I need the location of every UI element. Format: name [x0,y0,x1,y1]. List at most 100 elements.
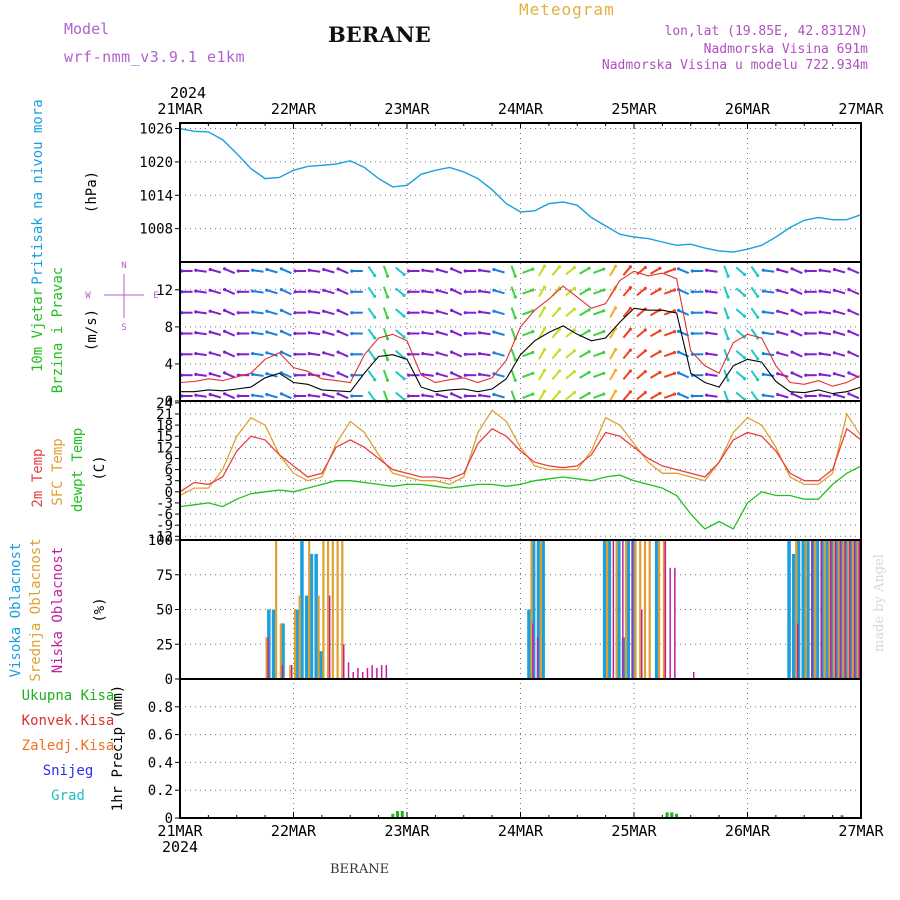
wind-arrow [538,349,546,360]
wind-arrow-head [705,352,709,356]
wind-arrow [834,393,846,399]
year-label-top: 2024 [170,84,206,102]
wind-arrow [493,289,505,295]
wind-arrow-head [407,352,411,356]
wind-arrow [551,328,561,339]
elevation-label: Nadmorska Visina 691m [703,42,868,57]
wind-arrow-head [421,289,425,293]
cloud-bar-low [347,662,350,679]
wind-arrow-head [421,310,425,314]
wind-arrow-head [628,390,633,394]
cloud-bar-low [362,672,364,679]
wind-arrow-head [265,309,269,313]
wind-arrow-head [307,352,311,356]
compass-east: E [153,291,158,301]
wind-arrow-head [628,286,633,290]
wind-arrow [395,370,405,380]
wind-arrow-head [726,337,730,341]
wind-arrow-head [350,394,354,398]
y-tick-label: 1026 [139,122,173,138]
cloud-bar-high [271,609,276,679]
wind-arrow [522,268,534,274]
panel-frame-precipitation [179,678,862,819]
cloud-bar-mid [847,540,850,679]
wind-arrow [493,393,505,399]
y-tick-label: 1020 [139,155,173,171]
wind-arrow [479,352,491,357]
wind-arrow-head [690,331,694,336]
wind-arrow-head [236,311,240,315]
y-tick-label: 8 [165,320,173,336]
wind-arrow [436,331,449,336]
wind-arrow-head [208,309,212,313]
wind-arrow [706,269,718,273]
wind-arrow-head [251,331,255,335]
y-tick-label: 0.2 [148,783,173,799]
wind-arrow [538,265,546,277]
cloud-bar-low [844,540,846,679]
wind-arrow [565,266,576,276]
wind-arrow-head [435,288,439,292]
wind-arrow [266,393,278,399]
station-title: BERANE [328,22,431,47]
time-tick-label-top: 27MAR [838,100,884,118]
wind-arrow-head [542,285,547,289]
wind-arrow-head [350,290,354,294]
sfc-axis-title: SFC Temp [50,438,66,505]
cloud-bar-mid [795,540,798,679]
wind-arrow-head [208,351,212,355]
wind-arrow-head [223,288,227,292]
wind-arrow-head [542,327,547,331]
cloud-bar-high [806,540,810,679]
y-tick-label: 6 [165,463,173,479]
wind-arrow [791,309,803,316]
wind-arrow-head [450,350,454,354]
wind-arrow [510,390,517,402]
y-tick-label: 0.6 [148,728,173,744]
wind-arrow [195,310,207,315]
wind-arrow [252,290,264,294]
wind-arrow-head [435,330,439,334]
wind-arrow-head [350,269,354,273]
precip-legend-2: Zaledj.Kisa [22,738,115,754]
wind-arrow-head [350,311,354,315]
cloud-mid-title: Srednja Oblacnost [28,538,44,681]
wind-arrow-head [690,394,694,398]
wind-arrow-head [531,392,535,396]
wind-arrow [395,391,405,401]
wind-arrow [551,307,561,318]
wind-arrow [834,289,846,295]
cloud-bar-high [792,553,796,679]
wind-arrow-head [542,368,547,372]
wind-arrow-head [194,393,198,397]
cloud-bar-mid [331,540,334,679]
cloud-bar-mid [279,623,282,679]
wind-arrow [663,351,675,358]
cloud-bar-mid [275,540,278,679]
wind-arrow-head [677,267,681,271]
wind-arrow [834,310,846,316]
cloud-bar-mid [856,540,859,679]
wind-arrow-head [450,329,454,333]
wind-arrow [252,269,264,273]
cloud-bar-mid [643,540,647,679]
wind-arrow [622,349,632,360]
wind-arrow-head [386,295,390,299]
wind-arrow-head [832,372,837,376]
wind-arrow-head [336,350,340,354]
wind-arrow-head [279,288,283,292]
wind-arrow-head [613,264,618,268]
pressure-unit-label: (hPa) [84,171,100,213]
wind-arrow [451,351,463,358]
wind-arrow-head [322,267,326,272]
wind-arrow-head [613,368,618,372]
wind-arrow [252,352,264,357]
y-tick-label: 21 [156,407,173,423]
wind-arrow-head [602,330,606,334]
wind-arrow-head [643,349,647,353]
wind-arrow-head [194,289,198,293]
wind-arrow [522,372,534,378]
wind-arrow [706,352,718,357]
wind-arrow [593,309,605,316]
wind-arrow [367,265,376,277]
